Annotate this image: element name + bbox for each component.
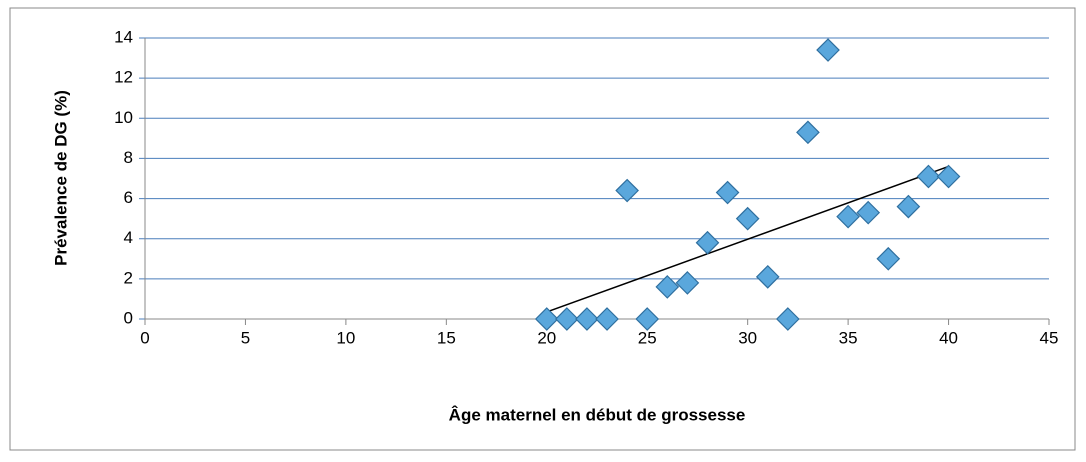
- point: [595, 307, 619, 331]
- point: [876, 246, 901, 271]
- x-tick-label: 45: [1040, 328, 1059, 347]
- point: [615, 178, 639, 203]
- point: [575, 307, 599, 331]
- x-tick-label: 5: [241, 328, 250, 347]
- x-tick-label: 20: [537, 328, 556, 347]
- y-tick-label: 2: [124, 268, 133, 287]
- point: [735, 206, 760, 231]
- point: [775, 307, 800, 331]
- x-tick-label: 0: [140, 328, 149, 347]
- point: [916, 164, 941, 189]
- x-tick-label: 30: [738, 328, 757, 347]
- point: [695, 230, 720, 255]
- y-tick-label: 10: [114, 108, 133, 127]
- x-tick-label: 40: [939, 328, 958, 347]
- x-tick-label: 35: [839, 328, 858, 347]
- point: [856, 200, 881, 225]
- point: [655, 275, 680, 299]
- y-tick-label: 0: [124, 308, 133, 327]
- y-axis-title: Prévalence de DG (%): [51, 90, 70, 266]
- point: [635, 307, 660, 331]
- trendline: [546, 165, 949, 313]
- y-tick-label: 4: [124, 228, 133, 247]
- x-axis-title: Âge maternel en début de grossesse: [449, 405, 746, 424]
- point: [796, 120, 820, 145]
- x-tick-label: 25: [638, 328, 657, 347]
- x-tick-label: 15: [437, 328, 456, 347]
- y-tick-label: 6: [124, 188, 133, 207]
- point: [896, 194, 921, 219]
- point: [755, 265, 780, 289]
- point: [936, 164, 961, 189]
- y-tick-label: 12: [114, 68, 133, 87]
- y-tick-label: 14: [114, 27, 133, 46]
- y-tick-label: 8: [124, 148, 133, 167]
- point: [555, 307, 579, 331]
- point: [715, 180, 740, 205]
- point: [675, 271, 700, 295]
- x-tick-label: 10: [336, 328, 355, 347]
- chart-frame: [9, 7, 1076, 451]
- point: [836, 204, 860, 229]
- point: [534, 307, 559, 331]
- point: [816, 38, 840, 62]
